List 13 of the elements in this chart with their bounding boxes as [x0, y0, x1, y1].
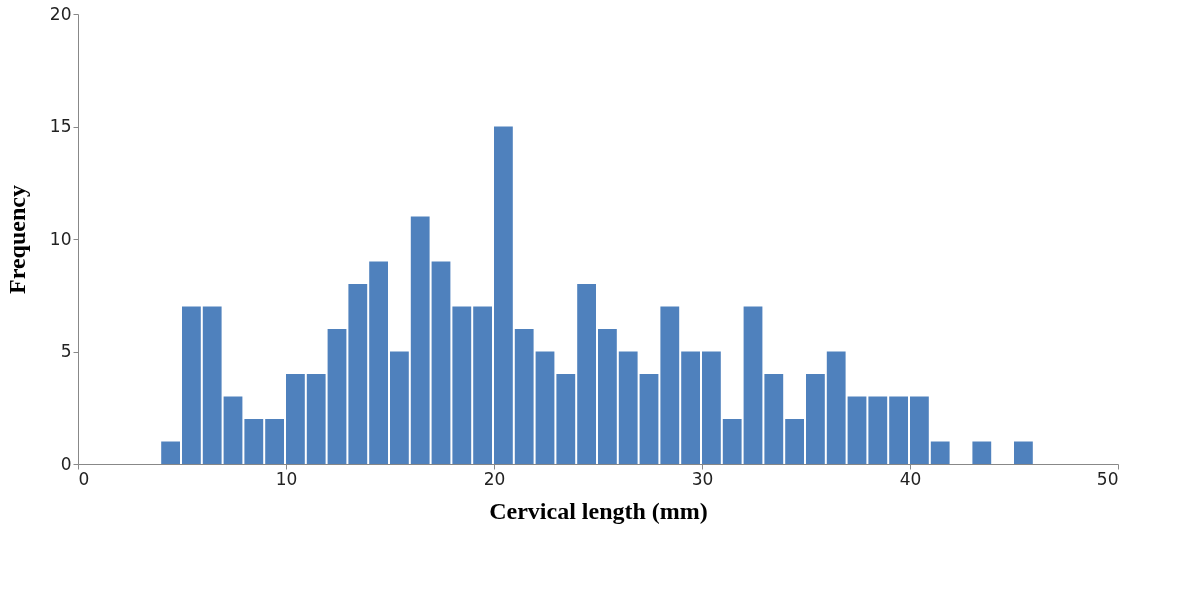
y-tick-label: 10 [49, 228, 72, 249]
x-tick-label: 50 [1096, 468, 1119, 489]
x-axis-title: Cervical length (mm) [489, 497, 708, 524]
y-tick-label: 5 [60, 341, 72, 361]
x-tick-label: 20 [483, 468, 506, 489]
y-axis-title: Frequency [3, 185, 30, 294]
x-tick-label: 10 [275, 468, 298, 489]
x-tick-label: 40 [899, 468, 922, 489]
y-tick-label: 20 [49, 3, 72, 24]
x-tick-label: 30 [691, 468, 714, 489]
x-tick-label: 0 [78, 468, 90, 489]
y-tick-label: 15 [49, 116, 72, 136]
y-tick-label: 0 [60, 453, 72, 474]
